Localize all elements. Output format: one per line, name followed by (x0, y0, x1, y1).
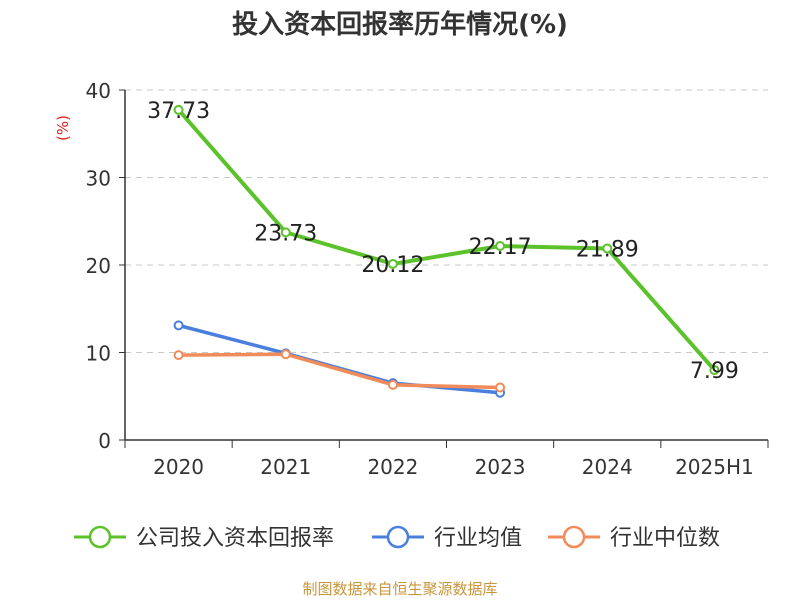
y-axis-label: (%) (54, 115, 72, 141)
x-tick-label: 2025H1 (675, 455, 754, 479)
y-tick-label: 10 (86, 342, 111, 366)
series-line (178, 352, 501, 390)
y-tick-label: 40 (86, 79, 111, 103)
x-tick-label: 2024 (582, 455, 633, 479)
data-label: 37.73 (147, 99, 210, 124)
series-line (178, 323, 501, 395)
data-label: 21.89 (576, 237, 639, 262)
y-tick-label: 0 (98, 429, 111, 453)
legend-label: 公司投入资本回报率 (136, 526, 334, 551)
x-tick-label: 2022 (367, 455, 418, 479)
x-tick-label: 2021 (260, 455, 311, 479)
data-label: 20.12 (361, 253, 424, 278)
data-point (280, 349, 291, 360)
data-label: 23.73 (254, 221, 317, 246)
data-point (280, 227, 291, 238)
y-tick-label: 20 (86, 254, 111, 278)
x-tick-label: 2020 (153, 455, 204, 479)
data-label: 7.99 (690, 359, 739, 384)
data-point (495, 241, 506, 252)
data-point (173, 350, 184, 361)
chart-title: 投入资本回报率历年情况(%) (232, 10, 568, 40)
data-label: 22.17 (469, 235, 532, 260)
series-line (177, 108, 716, 372)
legend-marker (386, 525, 410, 549)
data-point (602, 243, 613, 254)
legend-marker (562, 525, 586, 549)
data-point (173, 104, 184, 115)
data-point (387, 258, 398, 269)
x-tick-label: 2023 (475, 455, 526, 479)
data-source: 制图数据来自恒生聚源数据库 (302, 580, 498, 598)
legend-label: 行业中位数 (610, 526, 720, 551)
data-point (495, 382, 506, 393)
legend-marker (88, 525, 112, 549)
data-point (387, 379, 398, 390)
y-tick-label: 30 (86, 167, 111, 191)
legend-label: 行业均值 (434, 526, 522, 551)
data-point (709, 365, 720, 376)
data-point (173, 320, 184, 331)
